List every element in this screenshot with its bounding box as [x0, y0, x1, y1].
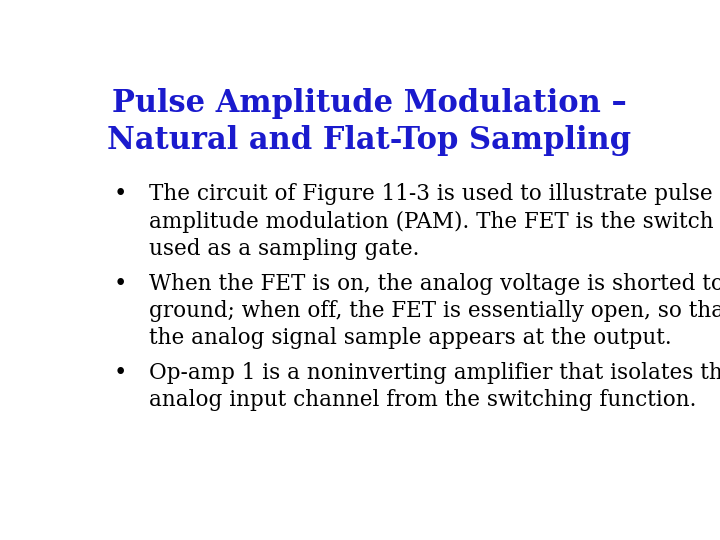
Text: Pulse Amplitude Modulation –
Natural and Flat-Top Sampling: Pulse Amplitude Modulation – Natural and… — [107, 87, 631, 156]
Text: •: • — [114, 273, 127, 295]
Text: The circuit of Figure 11-3 is used to illustrate pulse
amplitude modulation (PAM: The circuit of Figure 11-3 is used to il… — [148, 183, 714, 260]
Text: •: • — [114, 183, 127, 205]
Text: •: • — [114, 362, 127, 384]
Text: Op-amp 1 is a noninverting amplifier that isolates the
analog input channel from: Op-amp 1 is a noninverting amplifier tha… — [148, 362, 720, 411]
Text: When the FET is on, the analog voltage is shorted to
ground; when off, the FET i: When the FET is on, the analog voltage i… — [148, 273, 720, 349]
